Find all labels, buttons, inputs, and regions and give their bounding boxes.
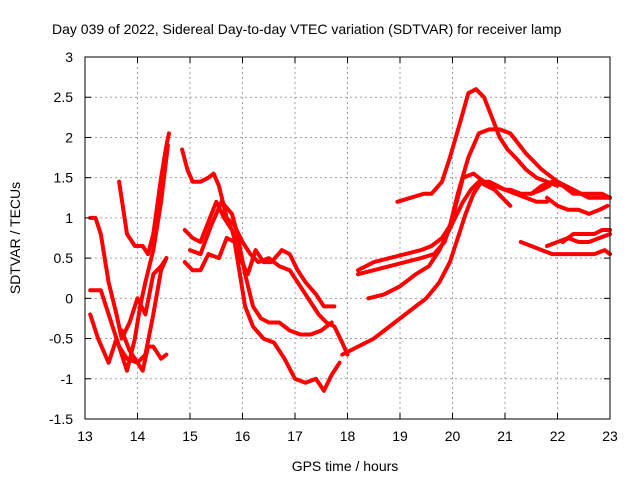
y-tick-label: 0.5 — [54, 250, 74, 266]
series-line-sat-o — [529, 179, 612, 200]
y-tick-label: 0 — [65, 290, 73, 306]
x-tick-label: 21 — [497, 428, 513, 444]
series-line-sat-i — [188, 199, 334, 337]
series-line-sat-k — [356, 127, 612, 273]
x-tick-label: 13 — [77, 428, 93, 444]
series-line-sat-p — [545, 195, 610, 216]
y-tick-label: 1.5 — [54, 170, 74, 186]
y-tick-label: -0.5 — [49, 331, 73, 347]
y-tick-label: -1 — [61, 371, 74, 387]
series-line-sat-a — [88, 256, 169, 365]
x-tick-label: 14 — [130, 428, 146, 444]
series-line-sat-n — [395, 87, 560, 204]
chart-title: Day 039 of 2022, Sidereal Day-to-day VTE… — [52, 21, 562, 37]
y-tick-label: 2.5 — [54, 89, 74, 105]
axis-ticks — [84, 56, 611, 420]
y-tick-label: 2 — [65, 129, 73, 145]
y-axis-label: SDTVAR / TECUs — [7, 182, 23, 294]
x-tick-label: 20 — [445, 428, 461, 444]
x-tick-label: 18 — [340, 428, 356, 444]
series-line-sat-b — [88, 215, 169, 341]
series-line-sat-r — [545, 232, 612, 248]
series-line-sat-m — [366, 179, 513, 301]
x-tick-label: 17 — [287, 428, 303, 444]
series-line-sat-d — [117, 131, 171, 257]
tick-labels: 13 14 15 16 17 18 19 20 21 22 23-1.5-1-0.500.511.5… — [49, 49, 618, 444]
series-line-sat-f — [180, 147, 350, 357]
y-tick-label: -1.5 — [49, 411, 73, 427]
series-line-sat-e — [119, 328, 169, 373]
x-tick-label: 22 — [550, 428, 566, 444]
grid-lines — [85, 57, 610, 419]
series-line-sat-s — [560, 228, 612, 244]
x-tick-label: 16 — [235, 428, 251, 444]
series-layer — [88, 87, 612, 393]
series-line-sat-q — [518, 240, 612, 257]
x-tick-label: 15 — [182, 428, 198, 444]
x-axis-label: GPS time / hours — [292, 458, 399, 474]
series-line-sat-l — [356, 171, 549, 277]
x-tick-label: 19 — [392, 428, 408, 444]
y-tick-label: 3 — [65, 49, 73, 65]
series-line-sat-h — [182, 236, 342, 393]
series-line-sat-c — [88, 143, 170, 373]
x-tick-label: 23 — [602, 428, 618, 444]
y-tick-label: 1 — [65, 210, 73, 226]
series-line-sat-j — [340, 179, 552, 357]
series-line-sat-g — [182, 199, 337, 309]
